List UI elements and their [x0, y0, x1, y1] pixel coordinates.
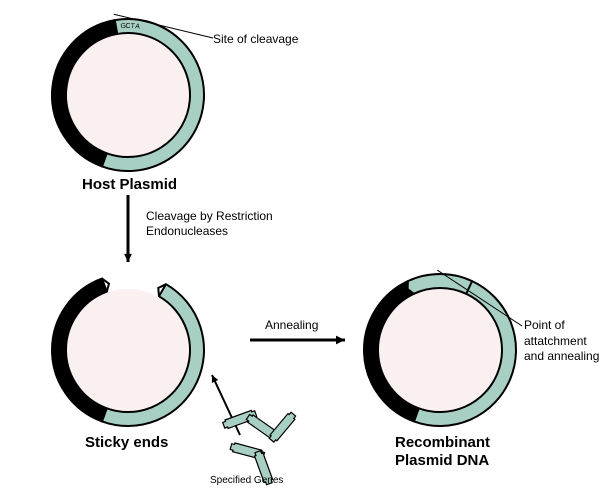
diagram-svg: TCGCGCTA — [0, 0, 616, 500]
specified-genes-label: Specified Genes — [210, 475, 283, 486]
diagram-stage: TCGCGCTA Host Plasmid Site of cleavage C… — [0, 0, 616, 500]
attachment-label: Point of attatchment and annealing — [524, 318, 616, 365]
cleavage-step-label: Cleavage by Restriction Endonucleases — [146, 209, 273, 239]
site-of-cleavage-label: Site of cleavage — [213, 32, 298, 46]
host-plasmid-title: Host Plasmid — [82, 176, 177, 193]
recombinant-title: Recombinant Plasmid DNA — [395, 434, 490, 470]
annealing-step-label: Annealing — [265, 318, 318, 332]
sticky-ends-title: Sticky ends — [85, 434, 168, 451]
